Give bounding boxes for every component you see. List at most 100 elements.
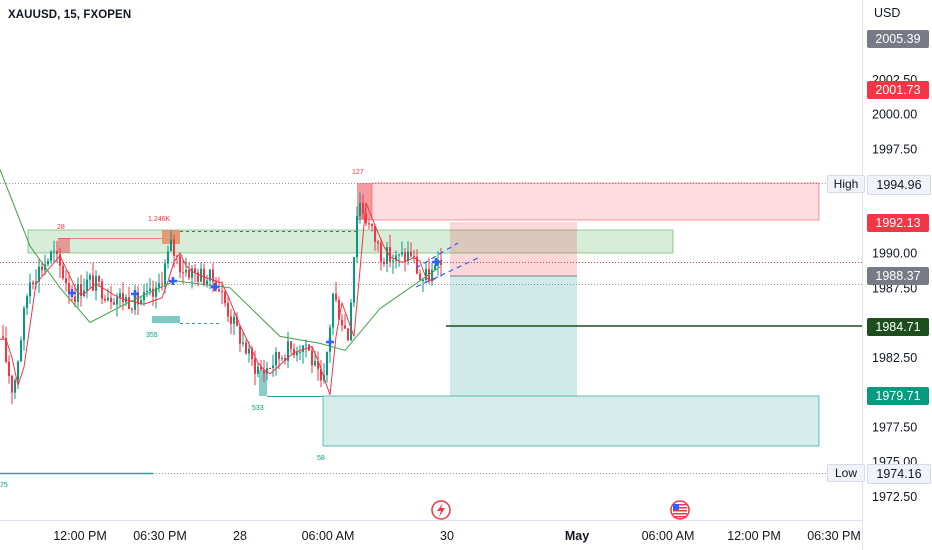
symbol-title[interactable]: XAUUSD, 15, FXOPEN [8, 9, 132, 21]
candle-body [263, 369, 265, 374]
time-label-0: 12:00 PM [53, 529, 107, 543]
candle-body [398, 254, 400, 256]
candle-body [407, 251, 409, 261]
candle-body [254, 359, 256, 374]
us-flag-icon [670, 500, 690, 520]
candle-body [275, 352, 277, 366]
candle-body [440, 259, 442, 265]
candle-body [62, 265, 64, 279]
candle-body [374, 226, 376, 242]
candle-body [239, 325, 241, 344]
swing-low-block [152, 316, 180, 323]
candle-body [350, 302, 352, 341]
candle-body [122, 293, 124, 303]
candle-body [233, 316, 235, 324]
candle-body [176, 255, 178, 257]
candle-body [356, 215, 358, 258]
candle-body [293, 348, 295, 356]
time-label-2: 28 [233, 529, 247, 543]
candle-body [140, 300, 142, 305]
channel-upper [415, 242, 459, 269]
candle-body [299, 351, 301, 353]
candle-body [50, 251, 52, 261]
candle-body [422, 280, 424, 282]
candle-body [404, 252, 406, 261]
candle-body [332, 293, 334, 328]
candle-body [104, 298, 106, 301]
candle-body [29, 282, 31, 297]
candle-body [11, 376, 13, 393]
candle-body [380, 243, 382, 262]
time-label-4: 30 [440, 529, 454, 543]
candle-body [344, 325, 346, 329]
candle-body [386, 247, 388, 264]
level-label-low: Low [827, 464, 865, 483]
fast-moving-average [0, 202, 439, 395]
candle-body [155, 287, 157, 297]
candle-body [164, 263, 166, 285]
cross-marker-5 [432, 258, 440, 266]
candle-body [257, 366, 259, 374]
candle-body [80, 284, 82, 297]
candle-body [110, 297, 112, 303]
candle-body [395, 255, 397, 261]
candle-body [128, 297, 130, 309]
candle-body [65, 278, 67, 284]
candle-body [161, 283, 163, 285]
candle-body [86, 279, 88, 291]
supply-zone [371, 182, 820, 221]
order-block-left [58, 238, 70, 253]
candle-body [206, 280, 208, 285]
price-label-3: 1990.00 [872, 247, 917, 261]
candle-body [53, 250, 55, 252]
candle-body [56, 250, 58, 255]
cross-marker-2 [169, 277, 177, 285]
candle-body [413, 256, 415, 258]
candle-body [266, 367, 268, 374]
candle-body [272, 365, 274, 369]
level-label-high: High [827, 175, 865, 194]
price-tag-red-top: 2001.73 [867, 80, 929, 99]
candle-body [188, 269, 190, 278]
candle-body [284, 357, 286, 361]
position-target-area [450, 276, 577, 396]
candle-body [98, 276, 100, 282]
candle-body [182, 272, 184, 274]
candle-body [419, 273, 421, 281]
swing-label-3: 355 [146, 332, 158, 339]
time-label-7: 12:00 PM [727, 529, 781, 543]
candle-body [191, 268, 193, 278]
demand-zone-lower [322, 395, 820, 447]
swing-label-6: 75 [0, 482, 8, 489]
candle-body [209, 269, 211, 281]
slow-moving-average [0, 169, 441, 351]
candle-body [278, 352, 280, 359]
candle-body [359, 203, 361, 216]
candle-body [8, 361, 10, 377]
price-label-8: 1972.50 [872, 490, 917, 504]
cross-marker-0 [68, 289, 76, 297]
time-label-8: 06:30 PM [807, 529, 861, 543]
candle-body [290, 341, 292, 349]
candle-body [167, 251, 169, 264]
swing-label-5: 58 [317, 455, 325, 462]
swing-label-2: 127 [352, 169, 364, 176]
position-stop-area [450, 222, 577, 276]
candle-body [101, 281, 103, 299]
candle-body [320, 368, 322, 381]
candle-body [353, 257, 355, 303]
candle-body [335, 293, 337, 300]
candle-body [2, 336, 4, 339]
candle-body [107, 297, 109, 301]
candle-body [32, 282, 34, 285]
candle-body [143, 292, 145, 301]
candle-body [152, 288, 154, 297]
time-label-1: 06:30 PM [133, 529, 187, 543]
candle-body [326, 351, 328, 376]
candle-body [431, 269, 433, 282]
candle-body [68, 283, 70, 292]
cross-marker-4 [326, 338, 334, 346]
candles [2, 192, 442, 405]
